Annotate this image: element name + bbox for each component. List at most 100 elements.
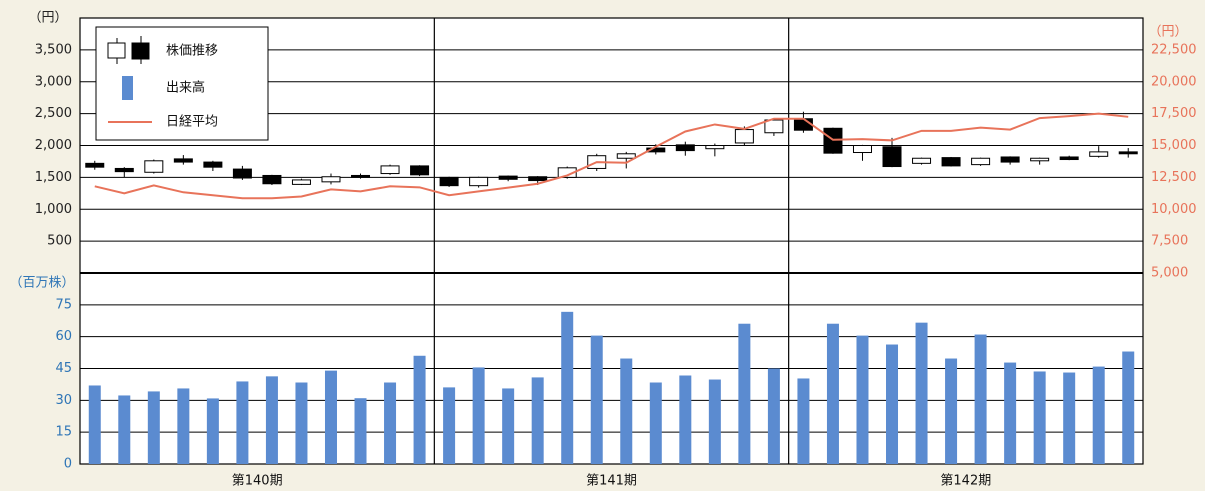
y-tick-label: 17,500	[1151, 106, 1197, 121]
bar	[443, 387, 456, 464]
legend-label: 出来高	[166, 80, 205, 96]
bar	[974, 334, 987, 464]
legend-label: 日経平均	[166, 115, 218, 130]
y-axis-unit: （百万株）	[9, 276, 74, 291]
candle-body	[321, 176, 341, 183]
y-tick-label: 0	[64, 457, 72, 472]
legend-candle	[131, 42, 150, 60]
y-tick-label: 60	[55, 329, 72, 344]
candle-body	[528, 176, 548, 182]
candle-body	[203, 161, 223, 168]
candle-body	[1089, 151, 1109, 157]
bar	[856, 335, 869, 464]
candle-body	[971, 157, 991, 166]
candle-body	[852, 145, 872, 154]
x-group-label: 第142期	[940, 474, 991, 489]
candle-body	[85, 162, 105, 168]
y-tick-label: 12,500	[1151, 170, 1197, 185]
candle-body	[232, 168, 252, 179]
y-tick-label: 3,500	[35, 42, 72, 57]
candle-body	[1059, 156, 1079, 161]
bar	[502, 388, 515, 464]
candle-body	[439, 176, 459, 187]
bar	[826, 323, 839, 464]
bar	[649, 382, 662, 464]
bar	[738, 323, 751, 464]
candle-body	[114, 167, 134, 173]
bar	[945, 358, 958, 464]
bar	[206, 398, 219, 464]
bar	[295, 382, 308, 464]
candle-body	[734, 129, 754, 144]
y-tick-label: 7,500	[1151, 234, 1188, 249]
bar	[472, 367, 485, 464]
candle-body	[882, 146, 902, 168]
bar	[177, 388, 190, 464]
candle-body	[144, 160, 164, 173]
y-tick-label: 10,000	[1151, 202, 1197, 217]
bar	[531, 377, 544, 464]
candle-body	[1000, 156, 1020, 163]
bar	[236, 381, 249, 464]
legend-candle	[107, 42, 126, 59]
candle-body	[1030, 157, 1050, 162]
y-tick-label: 500	[47, 234, 72, 249]
legend-swatch	[122, 76, 133, 100]
bar	[1063, 372, 1076, 464]
y-tick-label: 1,000	[35, 202, 72, 217]
y-tick-label: 2,000	[35, 138, 72, 153]
candle-body	[351, 174, 371, 178]
y-tick-label: 3,000	[35, 74, 72, 89]
index-line	[94, 112, 1129, 200]
bar	[620, 358, 633, 464]
candle-body	[410, 165, 430, 176]
candle-body	[793, 118, 813, 131]
bar	[265, 376, 278, 464]
bar	[679, 375, 692, 464]
candle-body	[941, 157, 961, 167]
candle-body	[498, 175, 518, 180]
bar	[384, 382, 397, 464]
y-tick-label: 75	[55, 297, 72, 312]
bar	[797, 378, 810, 464]
y-tick-label: 2,500	[35, 106, 72, 121]
y-axis-unit: （円）	[28, 11, 67, 26]
bar	[915, 322, 928, 464]
bar	[354, 398, 367, 464]
bar	[1033, 371, 1046, 464]
candle-body	[646, 147, 666, 153]
plot-border	[79, 17, 1144, 465]
y-tick-label: 15,000	[1151, 138, 1197, 153]
candle-body	[380, 165, 400, 175]
bar	[118, 395, 131, 464]
x-group-label: 第140期	[232, 474, 283, 489]
candle-body	[616, 153, 636, 159]
bar	[88, 385, 101, 464]
candle-body	[469, 176, 489, 187]
bar	[413, 355, 426, 464]
bar	[561, 311, 574, 464]
candle-body	[291, 179, 311, 185]
y-tick-label: 5,000	[1151, 266, 1188, 281]
bar	[886, 344, 899, 464]
bar	[1004, 362, 1017, 464]
candle-body	[262, 174, 282, 185]
candle-body	[173, 158, 193, 163]
y-tick-label: 22,500	[1151, 42, 1197, 57]
bar	[1092, 366, 1105, 464]
y-tick-label: 20,000	[1151, 74, 1197, 89]
candle-body	[705, 145, 725, 150]
candle-body	[764, 119, 784, 134]
y-tick-label: 45	[55, 361, 72, 376]
bar	[708, 379, 721, 464]
bar	[1122, 351, 1135, 464]
candle-body	[675, 144, 695, 152]
bar	[147, 391, 160, 464]
candle-body	[1118, 151, 1138, 155]
bar	[767, 368, 780, 464]
y-tick-label: 1,500	[35, 170, 72, 185]
candle-body	[912, 157, 932, 164]
x-group-label: 第141期	[586, 474, 637, 489]
legend-label: 株価推移	[166, 44, 218, 59]
